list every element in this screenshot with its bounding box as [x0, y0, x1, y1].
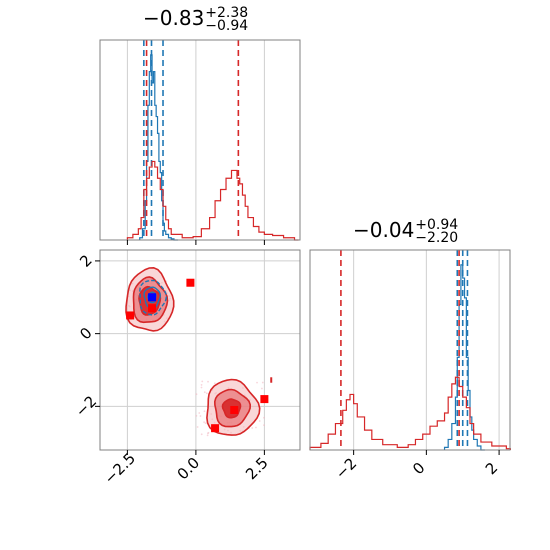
joint-ytick-label-2: 2 [76, 251, 95, 270]
right-xtick-label-2: 2 [482, 459, 501, 478]
right-series-0-hist [443, 264, 485, 451]
scatter-dot [201, 380, 204, 383]
right-series-1-hist [309, 376, 511, 450]
joint-panel: −2.5 0.0 2.5 −2 0 2 [72, 249, 301, 488]
top-series-0-hist [139, 54, 178, 241]
joint-frame [99, 249, 301, 451]
scatter-dot [203, 421, 206, 424]
scatter-dot [199, 415, 202, 417]
contour-2-level-0 [139, 279, 168, 316]
scatter-dot [207, 380, 209, 383]
scatter-dot [263, 424, 265, 427]
red-marker-1 [126, 311, 135, 320]
title-param1-minus: −0.94 [205, 17, 249, 34]
top-series-1-hist [126, 160, 299, 241]
title-param1-plus: +2.38 [205, 4, 249, 21]
joint-xtick-label-1: 0.0 [174, 454, 204, 484]
blue-marker-0 [148, 293, 157, 302]
title-param2-plus: +0.94 [415, 216, 459, 233]
marginal-panel-param1 [99, 39, 301, 245]
scatter-dot [255, 426, 257, 429]
scatter-dot [256, 381, 258, 384]
red-marker-4 [211, 424, 220, 433]
scatter-dot [195, 393, 198, 396]
joint-xtick-label-0: −2.5 [101, 449, 139, 487]
scatter-dot [207, 432, 209, 435]
top-frame [99, 39, 301, 241]
scatter-dot [258, 420, 261, 422]
title-param2-minus: −2.20 [415, 229, 459, 246]
contour-2-level-2 [147, 291, 157, 304]
scatter-dot [263, 416, 265, 419]
right-xtick-label-1: 0 [409, 459, 428, 478]
joint-ytick-label-0: −2 [72, 392, 100, 420]
title-param1: −0.83 +2.38 −0.94 [143, 6, 248, 33]
scatter-dot [204, 422, 207, 425]
joint-xtick-label-2: 2.5 [242, 454, 272, 484]
joint-ytick-label-1: 0 [76, 324, 95, 343]
title-param2: −0.04 +0.94 −2.20 [353, 218, 458, 245]
right-xtick-label-0: −2 [332, 454, 360, 482]
scatter-dot [251, 427, 254, 429]
scatter-dot [261, 387, 263, 390]
red-marker-0 [186, 278, 195, 287]
scatter-dot [206, 434, 209, 437]
title-param1-median: −0.83 [143, 6, 205, 30]
scatter-dot [200, 384, 203, 386]
right-frame [309, 249, 511, 451]
title-param2-median: −0.04 [353, 218, 415, 242]
scatter-dot [203, 391, 206, 394]
scatter-dot [205, 392, 208, 395]
red-marker-2 [148, 304, 157, 313]
scatter-dot [203, 410, 206, 413]
scatter-dot [195, 414, 198, 417]
scatter-dot [261, 381, 264, 384]
contour-2-level-1 [143, 286, 162, 309]
red-marker-5 [260, 395, 269, 404]
scatter-dot [198, 412, 201, 414]
scatter-dot [196, 426, 199, 428]
red-marker-3 [230, 406, 239, 414]
scatter-dot [200, 386, 203, 389]
scatter-dot [213, 382, 216, 385]
scatter-dot [200, 433, 203, 436]
marginal-panel-param2: −2 0 2 [309, 249, 511, 483]
